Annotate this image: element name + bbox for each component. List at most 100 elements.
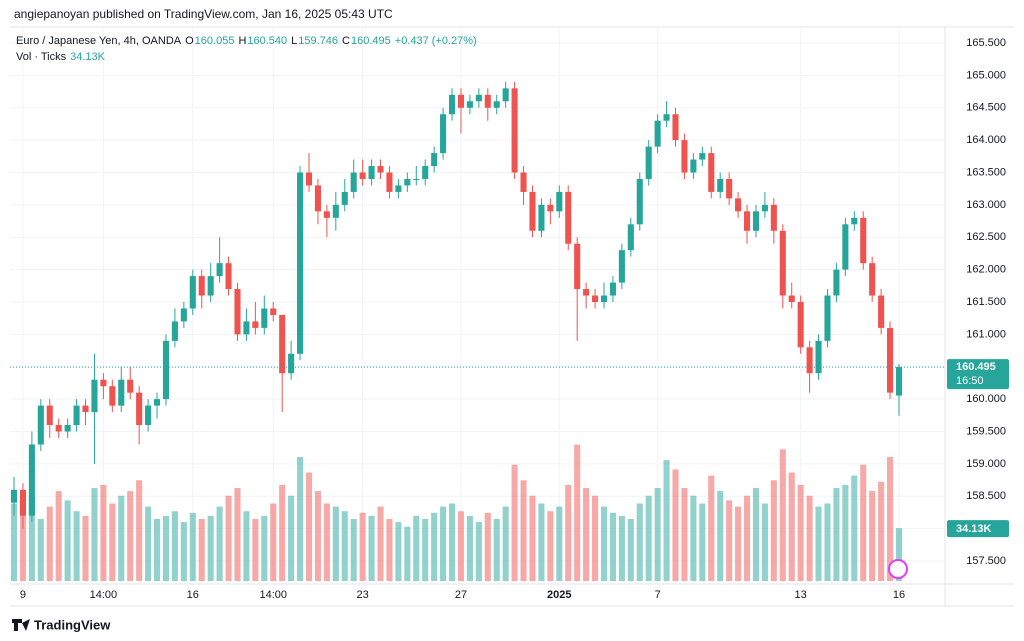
volume-bar [162, 515, 170, 581]
y-tick-label: 159.500 [966, 425, 1006, 437]
candle-body [895, 367, 903, 396]
volume-bar [136, 480, 143, 581]
candle-body [145, 405, 152, 426]
volume-bar [600, 506, 608, 581]
y-tick-label: 159.000 [966, 458, 1006, 470]
volume-bar [422, 519, 429, 581]
candle-body [189, 276, 196, 309]
volume-bar [431, 512, 438, 581]
volume-bar [350, 519, 357, 581]
legend-value: 160.540 [247, 35, 287, 47]
candle-body [627, 224, 634, 251]
volume-bar [466, 515, 473, 581]
candle-body [699, 153, 706, 160]
candle-body [359, 172, 366, 179]
candle-body [717, 178, 724, 192]
volume-bar [699, 503, 706, 581]
candle-body [180, 308, 187, 322]
volume-bar [261, 515, 268, 581]
candle-body [815, 340, 822, 374]
candle-body [377, 166, 384, 173]
x-tick-label: 14:00 [90, 589, 118, 601]
volume-bar [806, 495, 813, 581]
volume-bar [833, 488, 840, 581]
candle-body [484, 94, 491, 108]
x-tick-label: 14:00 [259, 589, 287, 601]
candle-body [198, 276, 205, 296]
candle-body [19, 489, 26, 516]
y-tick-label: 162.500 [966, 231, 1006, 243]
volume-bar [341, 511, 348, 581]
legend-value: 160.055 [195, 35, 235, 47]
volume-bar [332, 506, 339, 581]
candle-body [726, 178, 733, 199]
price-label: 160.495 [956, 361, 996, 373]
volume-bar [19, 511, 26, 581]
volume-bar [681, 488, 688, 581]
candle-body [672, 114, 679, 141]
candle-body [431, 153, 438, 167]
candle-body [216, 263, 223, 277]
candle-body [109, 386, 116, 406]
candle-body [297, 172, 304, 354]
volume-bar [28, 495, 35, 581]
candle-body [466, 101, 473, 108]
volume-bar [547, 511, 554, 581]
volume-bar [404, 526, 411, 581]
candle-body [735, 198, 742, 212]
volume-bar [279, 484, 286, 581]
volume-bar [323, 503, 330, 581]
volume-bar [288, 495, 295, 581]
candle-body [887, 327, 894, 393]
volume-bar [207, 515, 214, 581]
volume-bar [145, 506, 152, 581]
volume-bar [216, 506, 223, 581]
volume-bar [493, 519, 500, 581]
y-tick-label: 164.500 [966, 102, 1006, 114]
volume-bar [511, 464, 518, 581]
candle-body [520, 172, 527, 192]
volume-bar [654, 488, 661, 581]
candle-body [583, 289, 590, 296]
volume-bar [752, 488, 760, 581]
candle-body [386, 172, 393, 192]
volume-bar [189, 512, 196, 581]
candle-body [502, 88, 509, 102]
volume-bar [82, 515, 89, 581]
volume-bar [457, 511, 465, 581]
candle-body [64, 425, 71, 432]
volume-bar [574, 444, 581, 581]
y-tick-label: 165.500 [966, 37, 1006, 49]
x-tick-label: 27 [455, 589, 467, 601]
candle-body [761, 204, 768, 212]
candle-body [448, 94, 456, 115]
legend-key: H [238, 35, 246, 47]
candle-body [788, 295, 795, 302]
x-tick-label: 7 [655, 589, 661, 601]
legend-key: L [291, 35, 297, 47]
volume-bar [127, 491, 134, 581]
volume-bar [448, 503, 456, 581]
candle-body [136, 392, 143, 426]
volume-bar [672, 469, 679, 581]
volume-bar [556, 506, 563, 581]
candle-body [270, 308, 277, 315]
y-tick-label: 160.000 [966, 393, 1006, 405]
legend-key: C [342, 35, 350, 47]
candle-body [565, 191, 572, 244]
candle-body [225, 263, 232, 290]
candle-body [600, 295, 608, 302]
volume-bar [618, 515, 625, 581]
volume-bar [46, 506, 53, 581]
volume-bar [440, 506, 447, 581]
price-label-box [947, 359, 1009, 390]
candle-body [332, 204, 339, 218]
volume-bar [37, 519, 44, 581]
candle-body [743, 211, 751, 231]
legend-value: 160.495 [351, 35, 391, 47]
candle-body [690, 159, 697, 173]
candle-body [171, 321, 178, 341]
candle-body [574, 243, 581, 290]
volume-bar [413, 515, 420, 581]
